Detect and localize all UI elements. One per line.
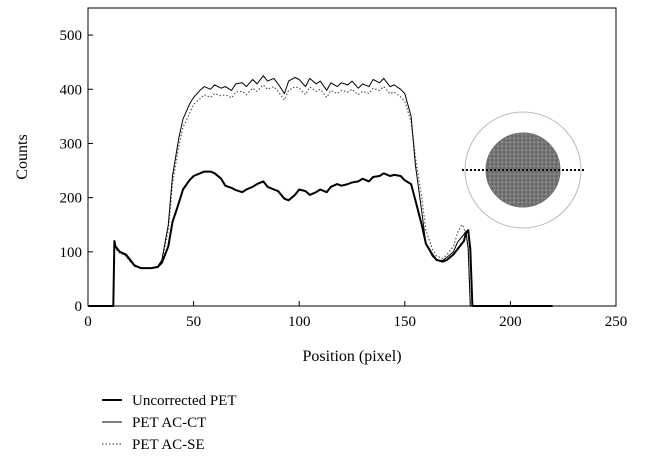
y-tick-label: 400 [60, 82, 83, 98]
x-tick-label: 250 [605, 314, 628, 330]
y-tick-label: 200 [60, 191, 83, 207]
x-tick-label: 100 [288, 314, 311, 330]
phantom-outer-ring [464, 111, 582, 229]
x-tick-label: 50 [186, 314, 201, 330]
phantom-inset-image [462, 111, 585, 229]
legend-label: Uncorrected PET [132, 393, 237, 409]
y-axis-title: Counts [14, 134, 31, 179]
y-tick-label: 100 [60, 245, 83, 261]
x-tick-label: 0 [84, 314, 92, 330]
series-line-pet-ac-ct [88, 75, 553, 307]
y-tick-label: 0 [75, 299, 83, 315]
legend: Uncorrected PET PET AC-CT PET AC-SE [102, 393, 237, 453]
series-line-uncorrected-pet [88, 170, 553, 307]
x-tick-label: 200 [499, 314, 522, 330]
y-tick-label: 500 [60, 28, 83, 44]
data-series [88, 75, 553, 307]
x-tick-label: 150 [394, 314, 417, 330]
legend-label: PET AC-SE [132, 437, 205, 453]
plot-frame [87, 7, 617, 307]
series-line-pet-ac-se [88, 84, 553, 307]
axis-ticks: 0 50 100 150 200 250 0 100 200 300 400 500 [60, 28, 628, 330]
legend-label: PET AC-CT [132, 415, 206, 431]
x-axis-title: Position (pixel) [302, 348, 401, 365]
y-tick-label: 300 [60, 136, 83, 152]
